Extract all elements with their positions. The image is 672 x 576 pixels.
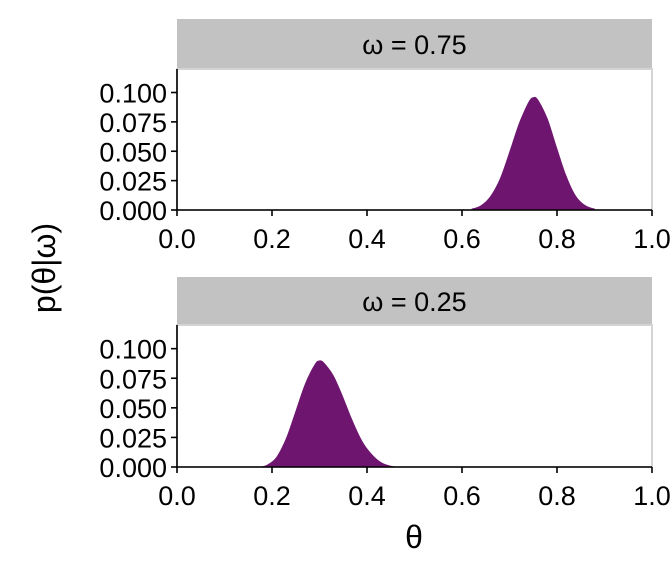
y-tick-label: 0.100 [99,79,167,109]
x-tick-label: 1.0 [633,481,671,511]
y-tick-label: 0.000 [99,196,167,226]
y-axis-label: p(θ|ω) [26,223,62,313]
y-tick-label: 0.100 [99,335,167,365]
facet-strip-label: ω = 0.25 [362,287,466,317]
density-area [471,96,595,210]
facet-strip-label: ω = 0.75 [362,30,466,60]
density-area [257,360,401,467]
y-tick-label: 0.075 [99,364,167,394]
facet-strip [177,277,652,325]
x-tick-label: 0.8 [538,481,576,511]
y-tick-label: 0.000 [99,453,167,483]
x-tick-label: 0.8 [538,224,576,254]
x-tick-label: 0.0 [158,224,196,254]
x-tick-label: 0.6 [443,481,481,511]
y-tick-label: 0.075 [99,108,167,138]
y-tick-label: 0.025 [99,167,167,197]
x-tick-label: 0.4 [348,224,386,254]
y-tick-label: 0.025 [99,423,167,453]
facet-strip [177,19,652,69]
x-tick-label: 0.6 [443,224,481,254]
panel-border [176,68,653,211]
x-tick-label: 1.0 [633,224,671,254]
x-tick-label: 0.2 [253,224,291,254]
x-tick-label: 0.0 [158,481,196,511]
y-tick-label: 0.050 [99,137,167,167]
panel-border [176,324,653,468]
x-tick-label: 0.2 [253,481,291,511]
x-axis-label: θ [405,519,423,555]
y-tick-label: 0.050 [99,394,167,424]
x-tick-label: 0.4 [348,481,386,511]
